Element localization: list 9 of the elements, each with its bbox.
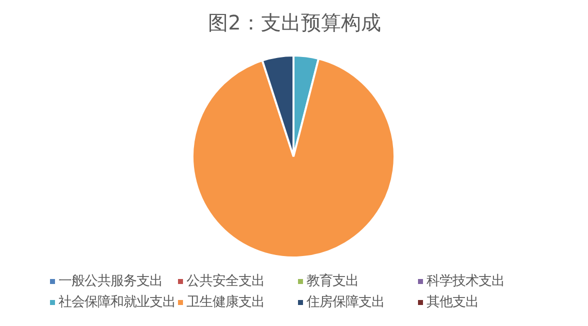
chart-title: 图2：支出预算构成 [208,10,381,34]
legend-label: 科学技术支出 [426,274,504,289]
legend-label: 其他支出 [426,295,478,310]
legend-label: 社会保障和就业支出 [58,295,176,310]
legend-label: 住房保障支出 [306,294,384,310]
legend-label: 一般公共服务支出 [58,274,162,289]
legend-label: 教育支出 [306,273,358,289]
legend-label: 公共安全支出 [186,273,264,289]
legend-label: 卫生健康支出 [186,295,264,310]
